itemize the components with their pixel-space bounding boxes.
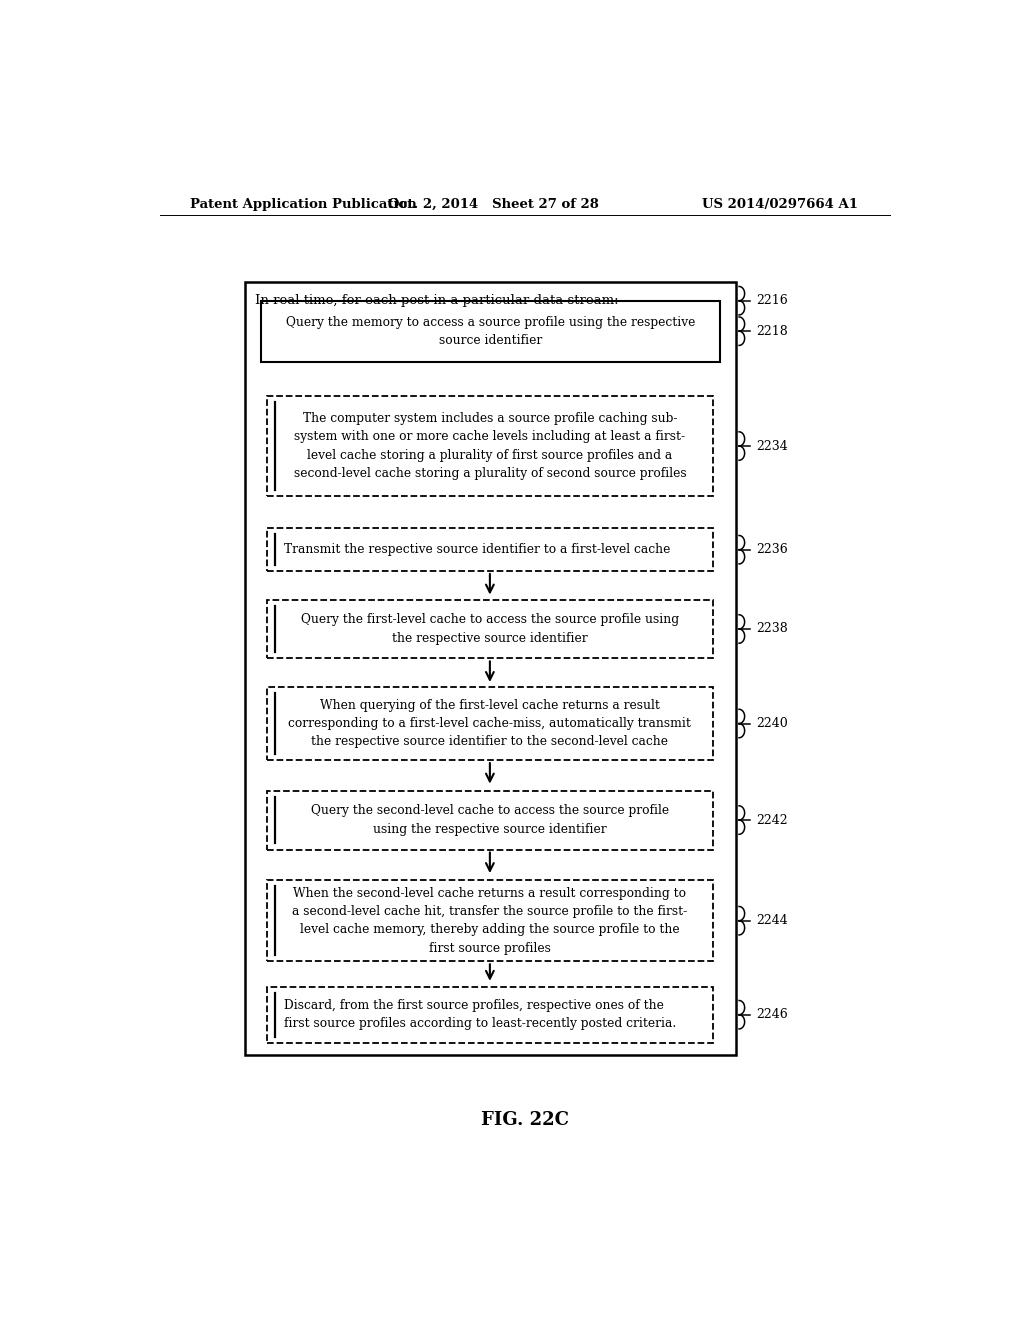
Bar	[267, 686, 713, 760]
Text: 2240: 2240	[757, 717, 788, 730]
Text: the respective source identifier to the second-level cache: the respective source identifier to the …	[311, 735, 669, 748]
Text: 2238: 2238	[757, 623, 788, 635]
Text: When the second-level cache returns a result corresponding to: When the second-level cache returns a re…	[294, 887, 686, 900]
Text: Patent Application Publication: Patent Application Publication	[189, 198, 417, 211]
Text: 2242: 2242	[757, 813, 788, 826]
Bar	[261, 301, 720, 362]
Bar	[267, 880, 713, 961]
Text: level cache memory, thereby adding the source profile to the: level cache memory, thereby adding the s…	[300, 924, 680, 936]
Text: US 2014/0297664 A1: US 2014/0297664 A1	[702, 198, 858, 211]
Text: 2236: 2236	[757, 544, 788, 556]
Text: level cache storing a plurality of first source profiles and a: level cache storing a plurality of first…	[307, 449, 673, 462]
Text: 2246: 2246	[757, 1008, 788, 1022]
Text: using the respective source identifier: using the respective source identifier	[373, 822, 606, 836]
Text: 2234: 2234	[757, 440, 788, 453]
Text: FIG. 22C: FIG. 22C	[481, 1111, 568, 1129]
Text: first source profiles: first source profiles	[429, 941, 551, 954]
Bar	[267, 987, 713, 1043]
Text: the respective source identifier: the respective source identifier	[392, 632, 588, 644]
Text: Query the first-level cache to access the source profile using: Query the first-level cache to access th…	[301, 614, 679, 627]
Text: The computer system includes a source profile caching sub-: The computer system includes a source pr…	[303, 412, 677, 425]
Text: second-level cache storing a plurality of second source profiles: second-level cache storing a plurality o…	[294, 467, 686, 480]
Text: In real time, for each post in a particular data stream:: In real time, for each post in a particu…	[255, 294, 618, 308]
Text: corresponding to a first-level cache-miss, automatically transmit: corresponding to a first-level cache-mis…	[289, 717, 691, 730]
Text: When querying of the first-level cache returns a result: When querying of the first-level cache r…	[319, 698, 659, 711]
Text: first source profiles according to least-recently posted criteria.: first source profiles according to least…	[285, 1018, 677, 1031]
Text: Oct. 2, 2014   Sheet 27 of 28: Oct. 2, 2014 Sheet 27 of 28	[388, 198, 598, 211]
Bar	[267, 791, 713, 850]
Text: 2244: 2244	[757, 915, 788, 927]
Bar	[267, 599, 713, 659]
Text: Query the second-level cache to access the source profile: Query the second-level cache to access t…	[311, 804, 669, 817]
Text: Discard, from the first source profiles, respective ones of the: Discard, from the first source profiles,…	[285, 999, 665, 1012]
Bar	[246, 282, 736, 1055]
Bar	[267, 396, 713, 496]
Text: Transmit the respective source identifier to a first-level cache: Transmit the respective source identifie…	[285, 544, 671, 556]
Text: Query the memory to access a source profile using the respective: Query the memory to access a source prof…	[286, 315, 695, 329]
Text: a second-level cache hit, transfer the source profile to the first-: a second-level cache hit, transfer the s…	[292, 906, 687, 917]
Bar	[267, 528, 713, 572]
Text: source identifier: source identifier	[439, 334, 543, 347]
Text: system with one or more cache levels including at least a first-: system with one or more cache levels inc…	[294, 430, 685, 444]
Text: 2216: 2216	[757, 294, 788, 308]
Text: 2218: 2218	[757, 325, 788, 338]
